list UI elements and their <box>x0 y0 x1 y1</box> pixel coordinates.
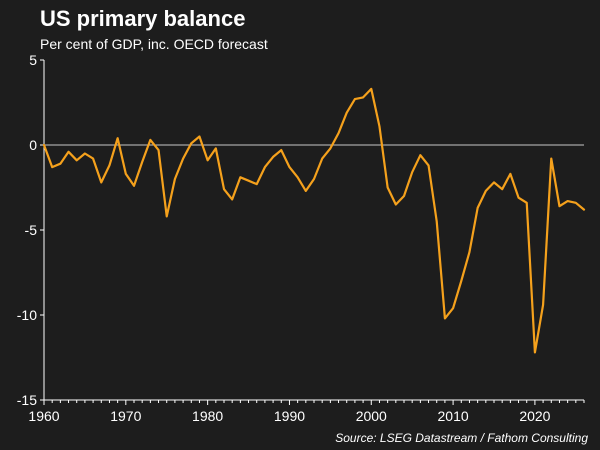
x-tick-label: 1980 <box>192 408 223 424</box>
x-tick-label: 2010 <box>438 408 469 424</box>
source-note: Source: LSEG Datastream / Fathom Consult… <box>335 431 588 445</box>
y-tick-label: -5 <box>25 222 38 238</box>
series-line-primary-balance <box>42 87 586 354</box>
chart-subtitle: Per cent of GDP, inc. OECD forecast <box>40 36 268 52</box>
x-tick-label: 2000 <box>356 408 387 424</box>
x-tick-label: 1970 <box>110 408 141 424</box>
x-tick-label: 2020 <box>519 408 550 424</box>
y-tick-label: -10 <box>17 307 37 323</box>
y-tick-label: 5 <box>29 52 37 68</box>
x-tick-label: 1960 <box>28 408 59 424</box>
y-tick-label: -15 <box>17 392 37 408</box>
chart-title: US primary balance <box>40 6 246 31</box>
y-tick-label: 0 <box>29 137 37 153</box>
x-tick-label: 1990 <box>274 408 305 424</box>
